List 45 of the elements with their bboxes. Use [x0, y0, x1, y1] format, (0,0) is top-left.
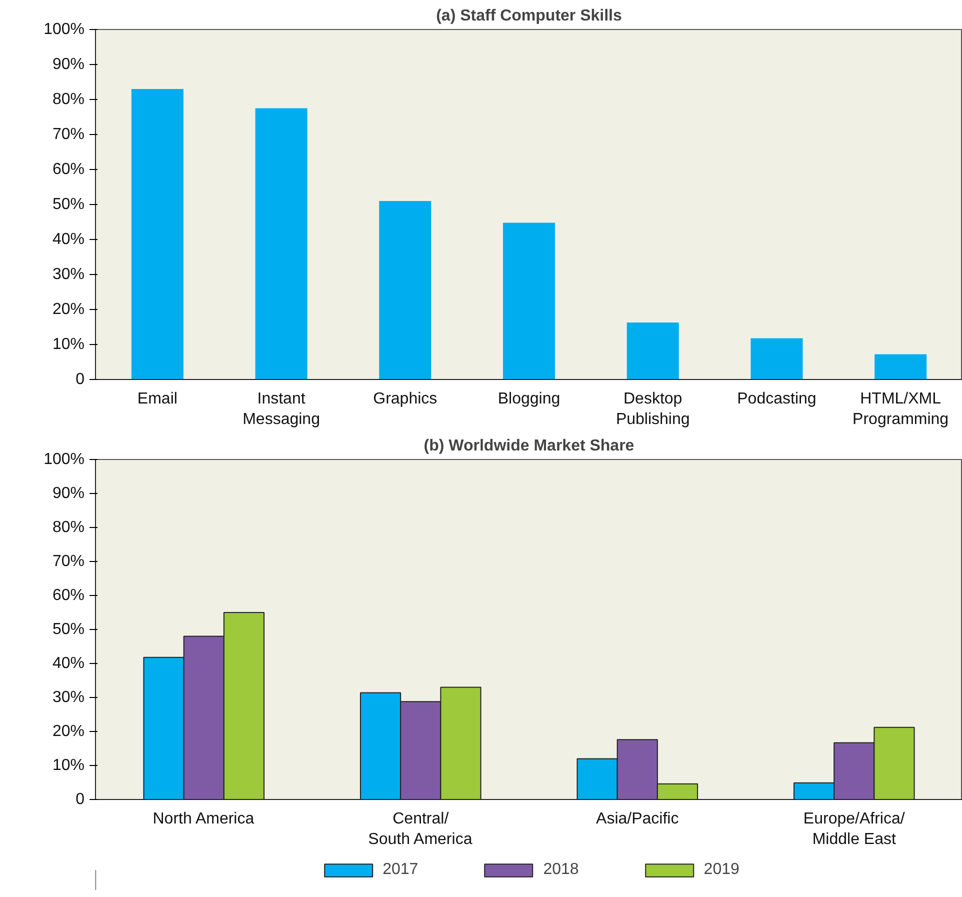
y-tick-label: 100% — [44, 451, 84, 468]
bar — [255, 108, 308, 380]
bar — [131, 89, 184, 380]
y-tick-label: 0 — [76, 791, 85, 808]
x-tick-label: Asia/Pacific — [596, 810, 679, 828]
x-tick-label: Europe/Africa/ Middle East — [803, 810, 906, 848]
x-tick-label: Podcasting — [737, 390, 816, 408]
x-tick-label: Blogging — [498, 390, 560, 408]
y-tick-label: 50% — [52, 196, 85, 213]
bar — [874, 354, 927, 380]
x-tick-label: Central/ South America — [368, 810, 472, 848]
y-tick-label: 30% — [52, 689, 85, 706]
x-tick-label: Graphics — [373, 390, 438, 408]
y-tick-label: 70% — [52, 553, 85, 570]
y-tick-label: 60% — [52, 161, 85, 178]
y-tick-label: 0 — [76, 371, 85, 388]
y-tick-label: 60% — [52, 587, 85, 604]
y-tick-label: 10% — [52, 336, 85, 353]
y-tick-label: 90% — [52, 56, 85, 73]
x-tick-label: Email — [137, 390, 178, 408]
bar — [379, 201, 432, 380]
legend-label: 2018 — [543, 861, 579, 879]
y-tick-label: 20% — [52, 723, 85, 740]
x-tick-label: Instant Messaging — [242, 390, 320, 428]
y-tick-label: 40% — [52, 655, 85, 672]
legend-label: 2017 — [382, 861, 418, 879]
y-tick-label: 30% — [52, 266, 85, 283]
bar — [626, 322, 679, 380]
y-tick-label: 40% — [52, 231, 85, 248]
chart-title: (a) Staff Computer Skills — [436, 8, 622, 24]
legend-label: 2019 — [704, 861, 740, 879]
y-tick-label: 10% — [52, 757, 85, 774]
y-tick-label: 50% — [52, 621, 85, 638]
x-tick-label: North America — [152, 810, 254, 828]
y-tick-label: 80% — [52, 519, 85, 536]
y-tick-label: 90% — [52, 485, 85, 502]
y-tick-label: 20% — [52, 301, 85, 318]
x-tick-label: Desktop Publishing — [616, 390, 690, 428]
y-tick-label: 100% — [44, 21, 84, 38]
y-tick-label: 80% — [52, 91, 85, 108]
bar — [750, 338, 803, 380]
y-tick-label: 70% — [52, 126, 85, 143]
x-tick-label: HTML/XML Programming — [852, 390, 949, 428]
chart-title: (b) Worldwide Market Share — [424, 438, 634, 454]
bar — [502, 222, 556, 380]
